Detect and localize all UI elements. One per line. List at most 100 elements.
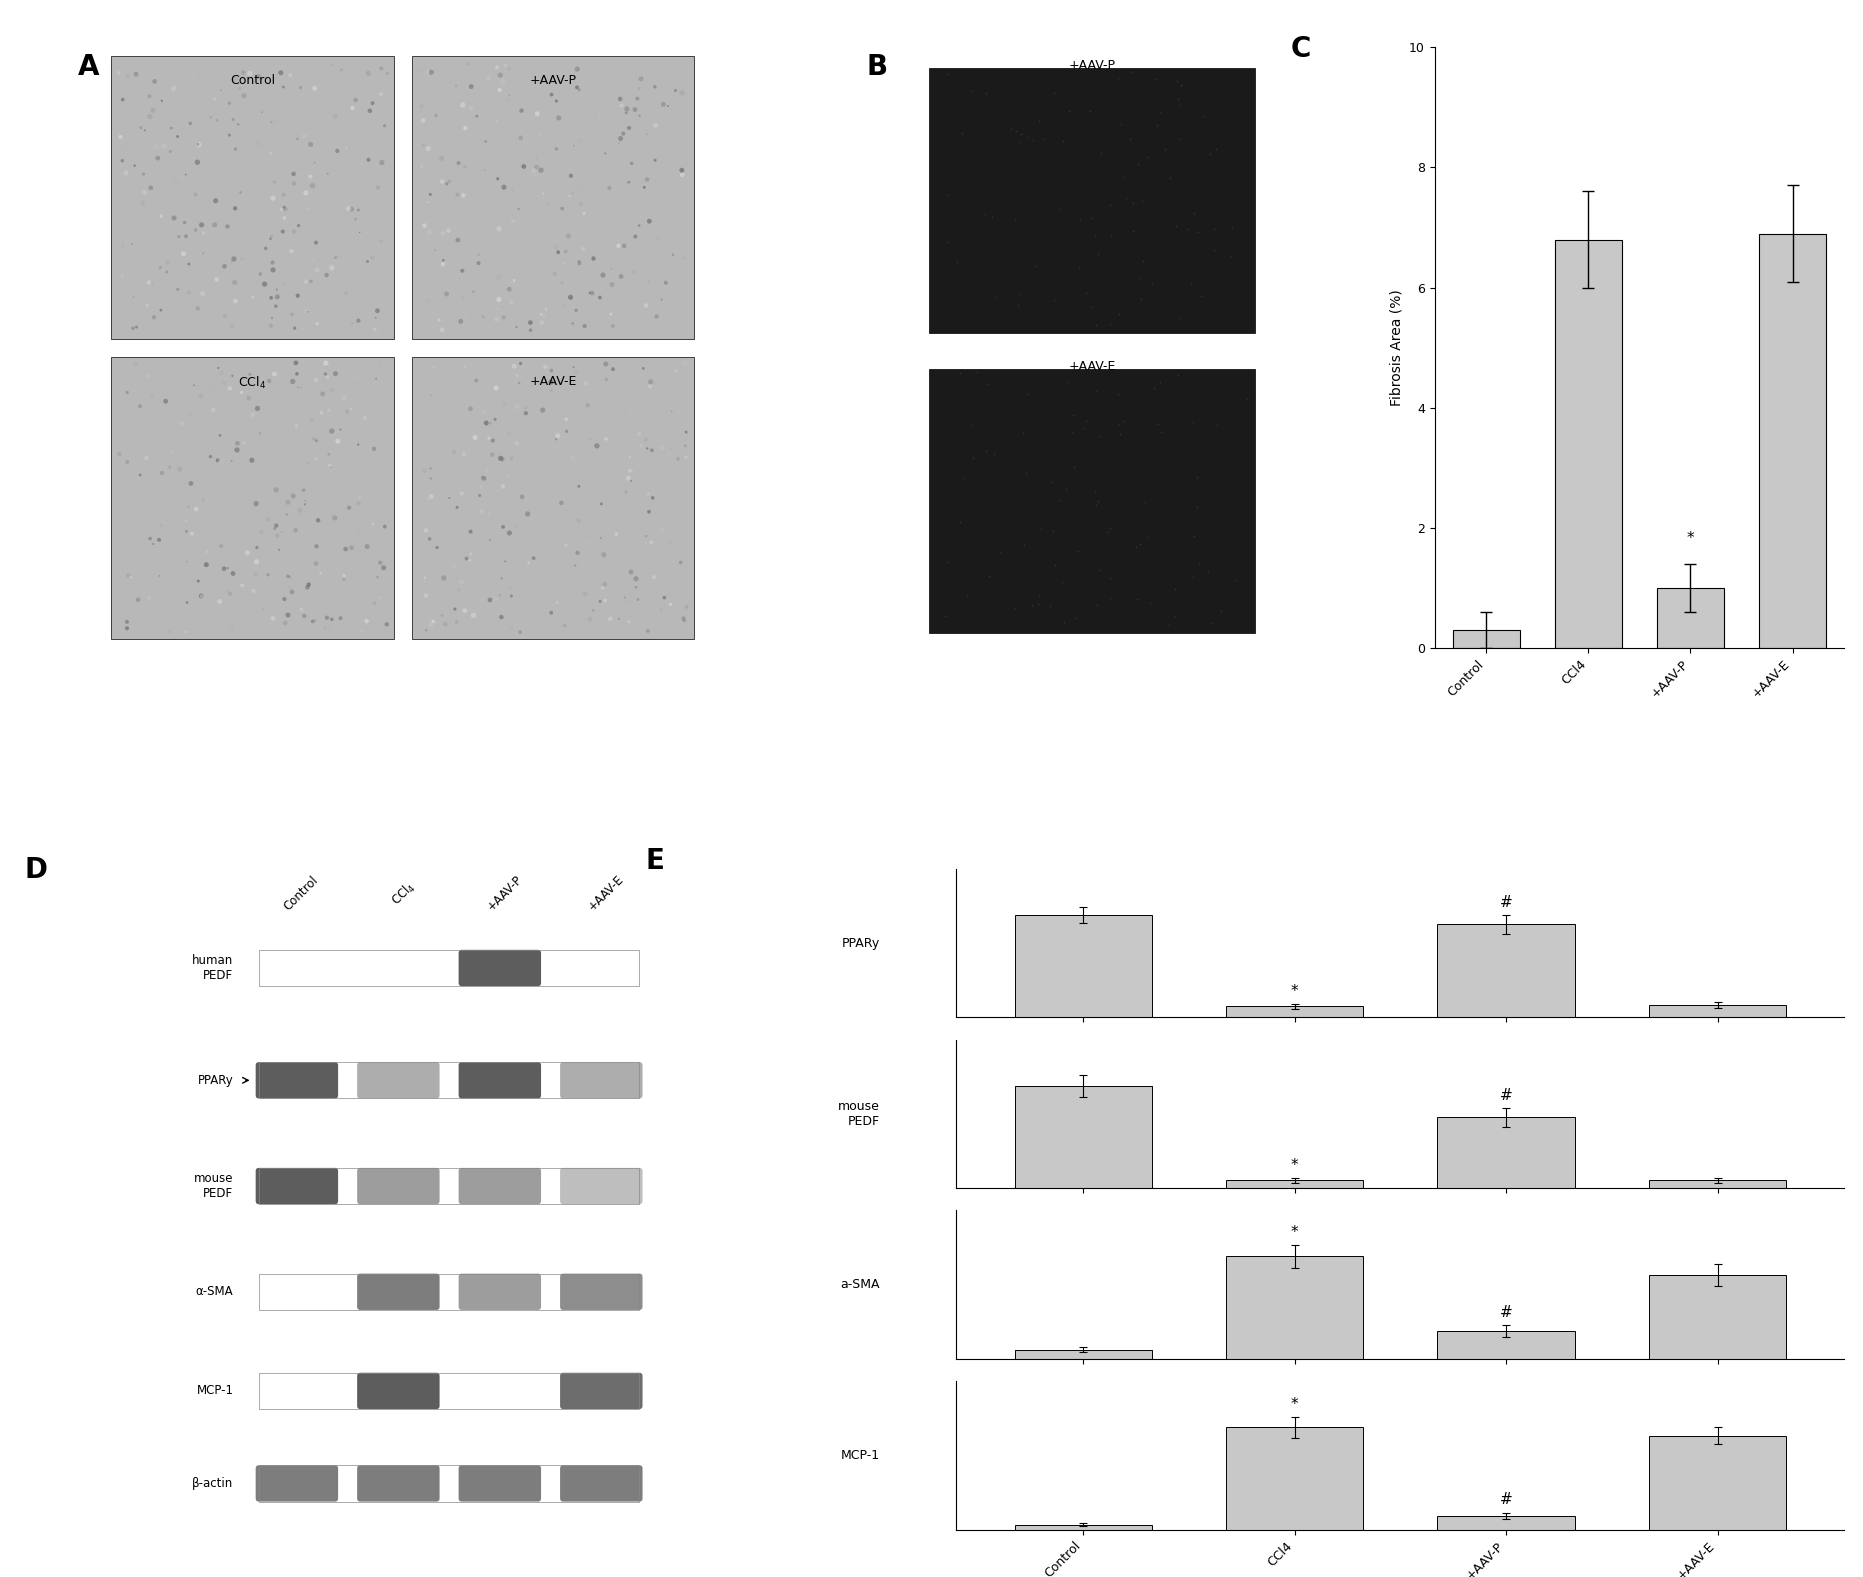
- Point: [503, 495, 533, 520]
- Point: [1200, 238, 1230, 263]
- Point: [373, 60, 402, 85]
- Point: [292, 196, 322, 221]
- Point: [1025, 582, 1054, 607]
- Point: [235, 62, 265, 87]
- Point: [568, 237, 598, 262]
- Point: [279, 161, 309, 186]
- Point: [227, 524, 257, 549]
- Point: [363, 565, 393, 590]
- Point: [309, 615, 339, 640]
- Point: [667, 80, 697, 106]
- Point: [170, 210, 199, 235]
- Point: [231, 607, 261, 632]
- Point: [471, 129, 501, 155]
- Point: [337, 535, 367, 560]
- Point: [283, 282, 313, 308]
- Point: [1004, 281, 1034, 306]
- Point: [522, 101, 551, 126]
- Bar: [1015, 1525, 1151, 1530]
- Point: [945, 361, 974, 386]
- Point: [291, 487, 320, 513]
- Bar: [1226, 1257, 1364, 1359]
- Bar: [1649, 1435, 1787, 1530]
- Point: [311, 355, 341, 380]
- Point: [609, 121, 639, 147]
- Point: [337, 95, 367, 120]
- Bar: [1649, 1276, 1787, 1359]
- Point: [475, 426, 505, 451]
- Point: [671, 434, 700, 459]
- Point: [263, 284, 292, 309]
- Point: [501, 314, 531, 339]
- Point: [171, 162, 201, 188]
- Point: [1179, 200, 1209, 226]
- Point: [1095, 516, 1125, 541]
- Point: [637, 486, 667, 511]
- Point: [201, 188, 231, 213]
- Point: [281, 243, 311, 268]
- Point: [253, 369, 283, 394]
- Point: [633, 500, 663, 525]
- Point: [456, 396, 486, 421]
- Point: [986, 539, 1015, 565]
- Point: [483, 308, 512, 333]
- Point: [415, 181, 445, 207]
- Point: [1161, 213, 1190, 238]
- Point: [268, 219, 298, 244]
- Point: [468, 304, 497, 330]
- Point: [522, 472, 551, 497]
- Point: [317, 52, 347, 77]
- Point: [358, 262, 388, 287]
- Point: [257, 224, 287, 249]
- Point: [183, 568, 212, 593]
- FancyBboxPatch shape: [561, 1169, 643, 1205]
- Point: [291, 270, 320, 295]
- Point: [496, 289, 525, 314]
- Point: [551, 407, 581, 432]
- Point: [218, 107, 248, 132]
- Point: [173, 251, 203, 276]
- Point: [469, 465, 499, 490]
- Point: [589, 542, 619, 568]
- Point: [483, 478, 512, 503]
- Point: [320, 244, 350, 270]
- Point: [317, 454, 347, 479]
- Point: [328, 216, 358, 241]
- Point: [667, 158, 697, 183]
- Point: [514, 550, 544, 576]
- Point: [414, 289, 443, 314]
- Point: [456, 541, 486, 566]
- Point: [564, 473, 594, 498]
- Point: [483, 109, 512, 134]
- Point: [578, 281, 607, 306]
- Point: [117, 232, 147, 257]
- Point: [227, 380, 257, 405]
- Point: [285, 76, 315, 101]
- Point: [317, 607, 347, 632]
- Point: [442, 610, 471, 636]
- Point: [279, 538, 309, 563]
- Point: [183, 131, 212, 156]
- Point: [276, 238, 306, 263]
- Point: [529, 304, 559, 330]
- Text: *: *: [1291, 1397, 1299, 1411]
- Point: [130, 118, 160, 144]
- Point: [596, 301, 626, 326]
- Point: [576, 607, 605, 632]
- Point: [628, 356, 658, 382]
- Point: [643, 227, 673, 252]
- Point: [1025, 109, 1054, 134]
- Point: [604, 131, 633, 156]
- Point: [635, 374, 665, 399]
- Point: [1027, 516, 1056, 541]
- Point: [412, 618, 442, 643]
- Point: [538, 216, 568, 241]
- Point: [641, 74, 671, 99]
- Point: [630, 552, 660, 577]
- Point: [1013, 382, 1043, 407]
- Point: [497, 270, 527, 295]
- Point: [283, 213, 313, 238]
- Point: [578, 598, 607, 623]
- Text: MCP-1: MCP-1: [196, 1385, 233, 1397]
- Point: [266, 520, 296, 546]
